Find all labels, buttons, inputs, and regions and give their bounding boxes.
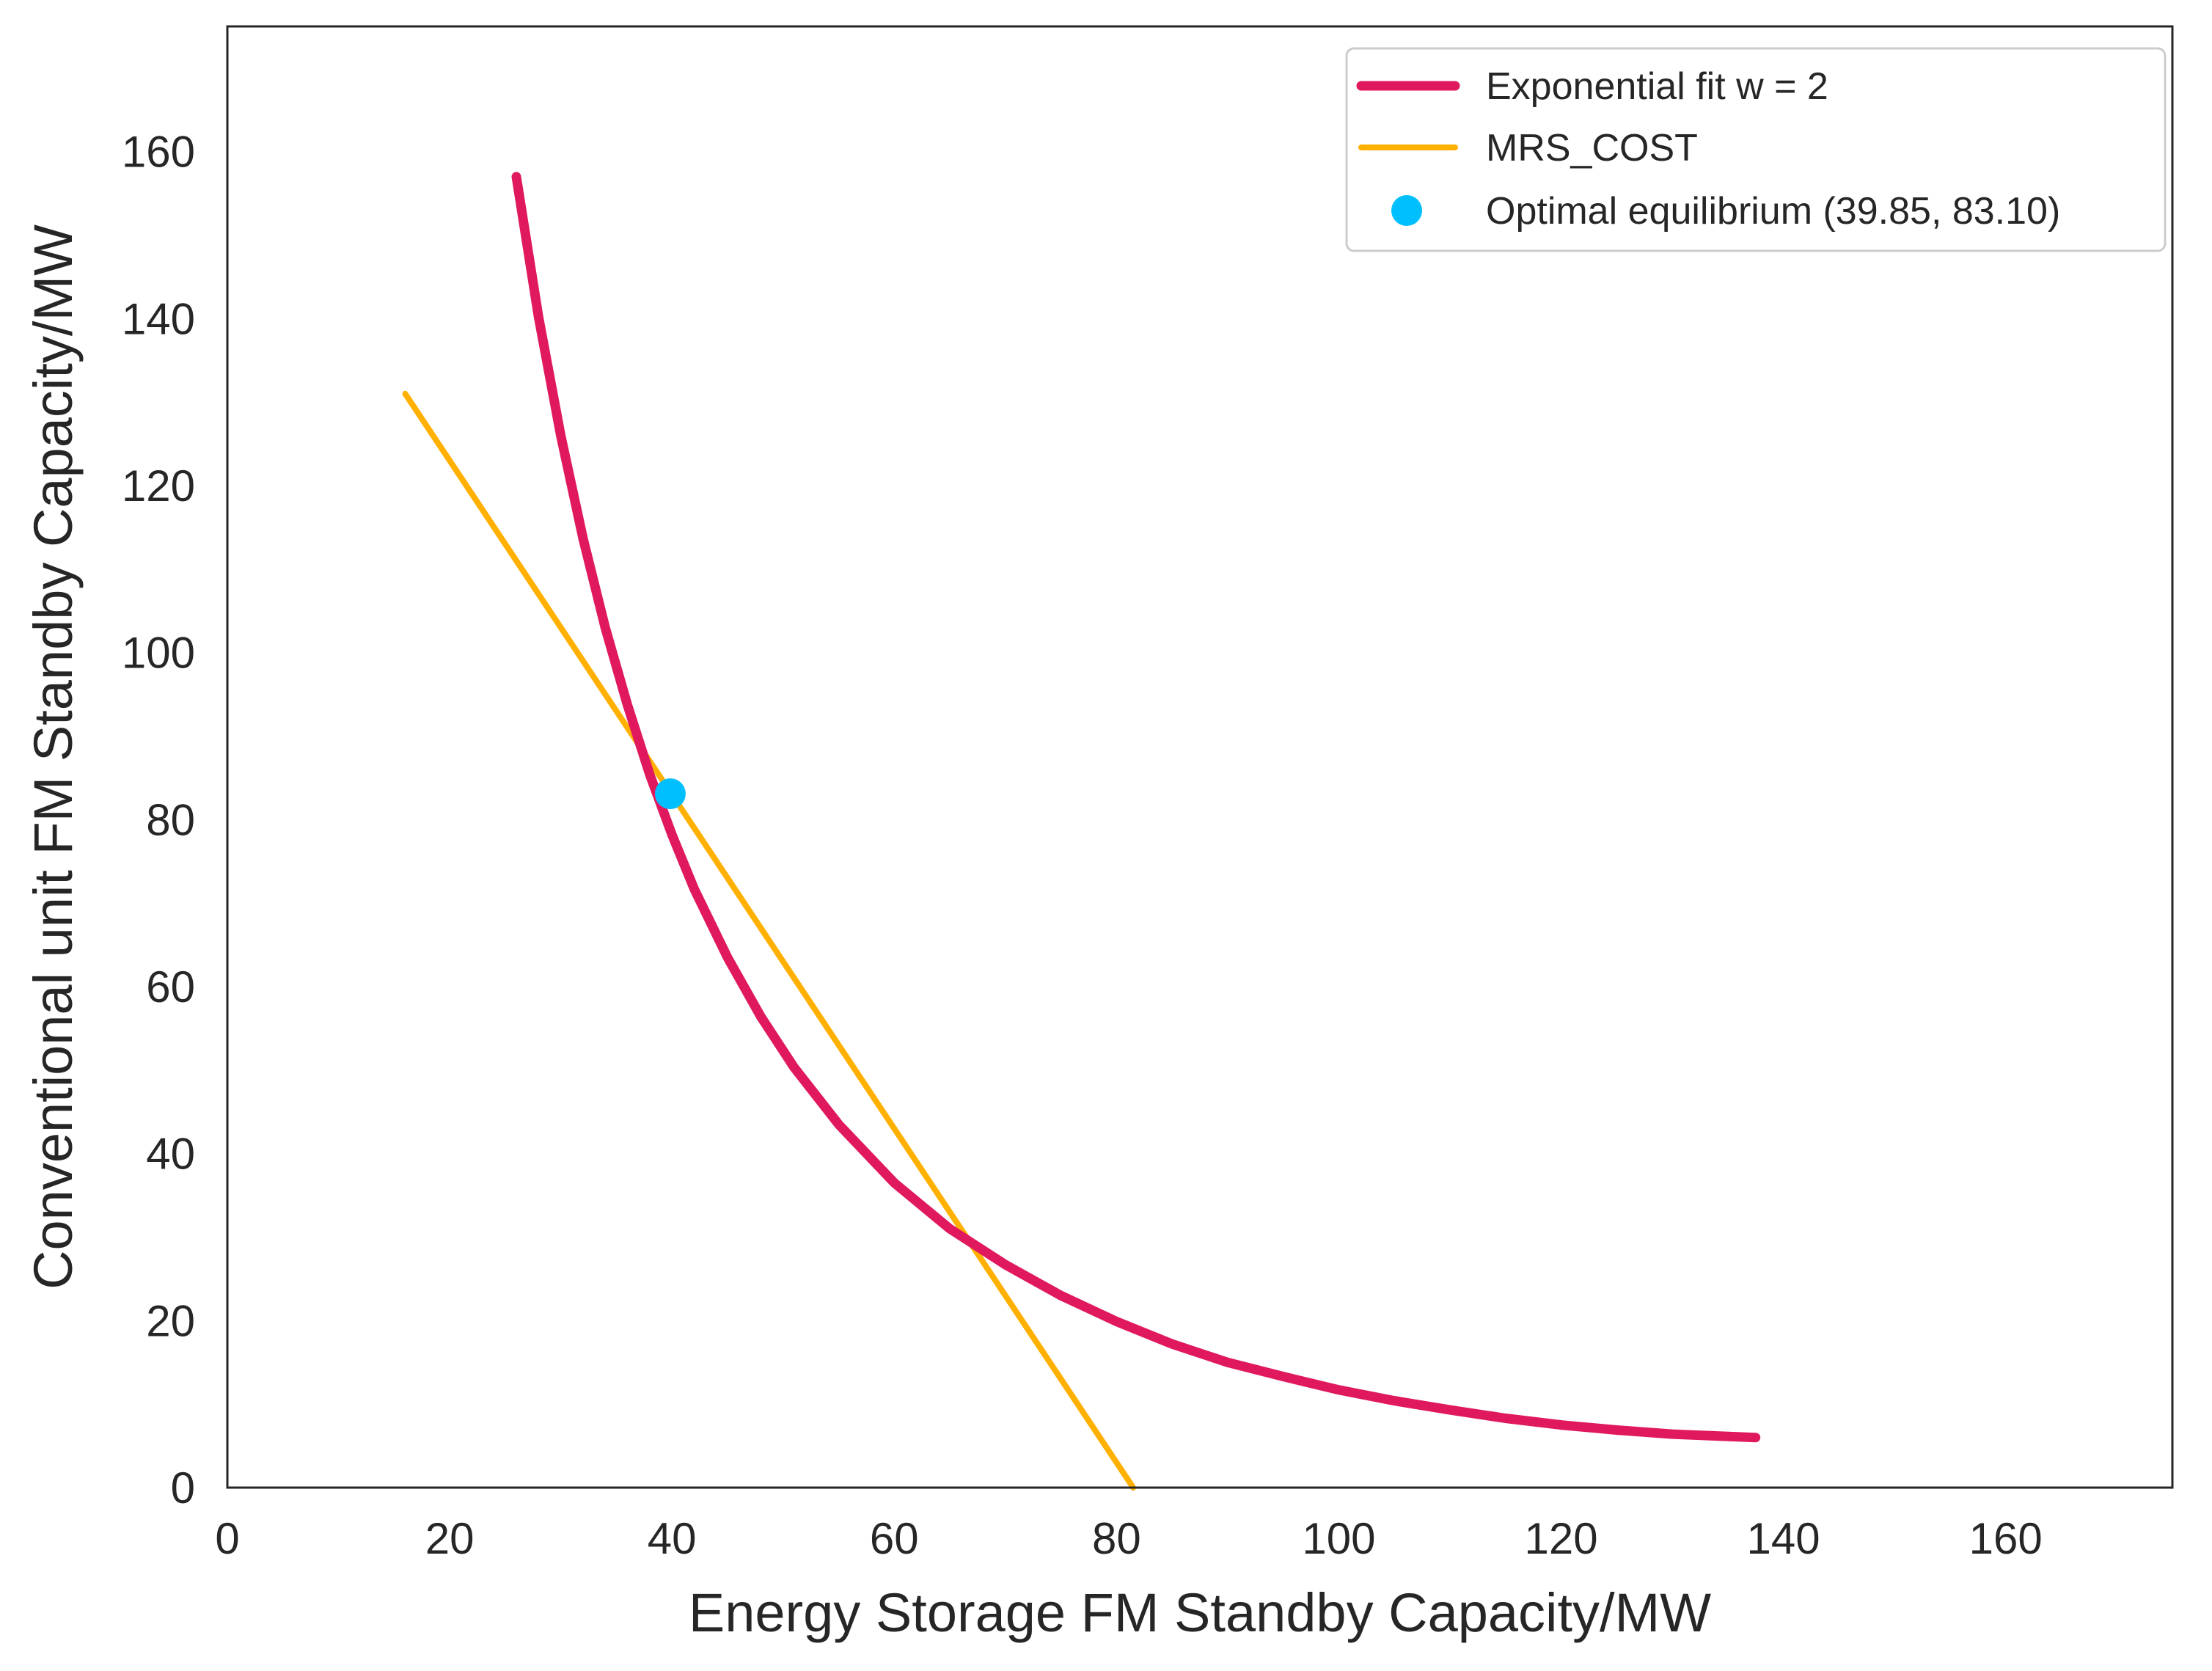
x-tick-label: 160 [1969,1514,2043,1563]
y-tick-label: 40 [146,1130,195,1179]
x-tick-label: 80 [1092,1514,1141,1563]
plot-frame [226,25,2174,1489]
legend-box [1345,47,2167,252]
y-tick-labels: 0 20 40 60 80 100 120 140 160 [122,128,195,1513]
legend-swatch-optimal-equilibrium [1391,195,1422,226]
y-axis-label: Conventional unit FM Standby Capacity/MW [23,224,84,1290]
legend-label-optimal-equilibrium: Optimal equilibrium (39.85, 83.10) [1486,190,2060,233]
y-tick-label: 140 [122,294,195,343]
legend-label-mrs-cost: MRS_COST [1486,127,1698,169]
plot-background [227,26,2172,1488]
optimal-equilibrium-point [654,778,686,810]
y-tick-label: 0 [171,1463,195,1513]
x-tick-label: 120 [1524,1514,1597,1563]
y-tick-label: 60 [146,962,195,1012]
x-tick-label: 140 [1747,1514,1820,1563]
x-tick-label: 20 [425,1514,475,1563]
series-line-mrs-cost [402,390,1137,1491]
y-tick-label: 80 [146,795,195,844]
x-tick-label: 60 [870,1514,919,1563]
y-tick-label: 100 [122,629,195,678]
y-tick-label: 20 [146,1296,195,1345]
x-tick-label: 40 [648,1514,697,1563]
legend: Exponential fit w = 2 MRS_COST Optimal e… [1345,47,2167,252]
legend-label-exponential-fit: Exponential fit w = 2 [1486,65,1828,108]
y-tick-label: 120 [122,461,195,511]
series-layer [402,172,1761,1491]
x-axis-label: Energy Storage FM Standby Capacity/MW [689,1582,1711,1643]
y-tick-label: 160 [122,128,195,177]
x-tick-label: 0 [215,1514,239,1563]
x-tick-label: 100 [1302,1514,1375,1563]
series-line-exponential-fit-w-2 [511,172,1761,1443]
x-tick-labels: 0 20 40 60 80 100 120 140 160 [215,1514,2042,1563]
